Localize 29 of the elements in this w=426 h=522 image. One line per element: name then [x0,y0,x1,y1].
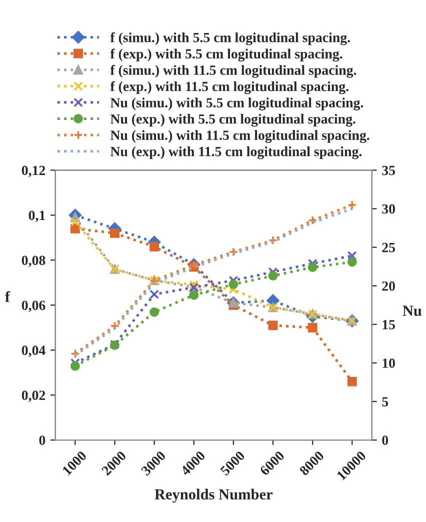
legend-label: f (exp.) with 11.5 cm logitudinal spacing. [110,81,348,94]
y-tick-label: 0 [39,436,46,445]
legend-label: f (exp.) with 5.5 cm logitudinal spacing. [110,48,342,62]
y2-tick-label: 30 [382,204,395,214]
y2-tick-label: 15 [382,320,395,330]
y2-tick-label: 5 [382,397,388,406]
y2-tick-label: 0 [382,436,388,445]
y-tick-label: 0,12 [22,166,46,178]
x-axis-title: Reynolds Number [154,488,273,503]
y-tick-label: 0,1 [28,210,45,222]
x-tick-label: 6000 [259,450,285,476]
legend-label: f (simu.) with 11.5 cm logitudinal spacing. [110,64,356,78]
y-tick-label: 0,04 [22,346,46,358]
y2-tick-label: 25 [382,242,395,252]
y-axis-title: f [5,291,10,302]
x-tick-label: 8000 [298,450,324,476]
legend-label: Nu (simu.) with 5.5 cm logitudinal spacing. [110,98,364,110]
y2-tick-label: 35 [382,166,395,176]
legend-label: f (simu.) with 5.5 cm logitudinal spacing. [110,32,350,46]
y-tick-label: 0,06 [22,300,46,312]
y2-tick-label: 10 [382,358,395,368]
y2-axis-title: Nu [402,306,422,316]
x-tick-label: 4000 [180,450,206,476]
y2-tick-label: 20 [382,281,395,291]
y-tick-label: 0,08 [22,256,46,268]
legend-label: Nu (exp.) with 11.5 cm logitudinal spacing. [110,146,362,160]
legend-label: Nu (simu.) with 11.5 cm logitudinal spacing. [110,130,370,143]
y-tick-label: 0,02 [22,390,46,402]
legend-label: Nu (exp.) with 5.5 cm logitudinal spacing. [110,114,356,127]
